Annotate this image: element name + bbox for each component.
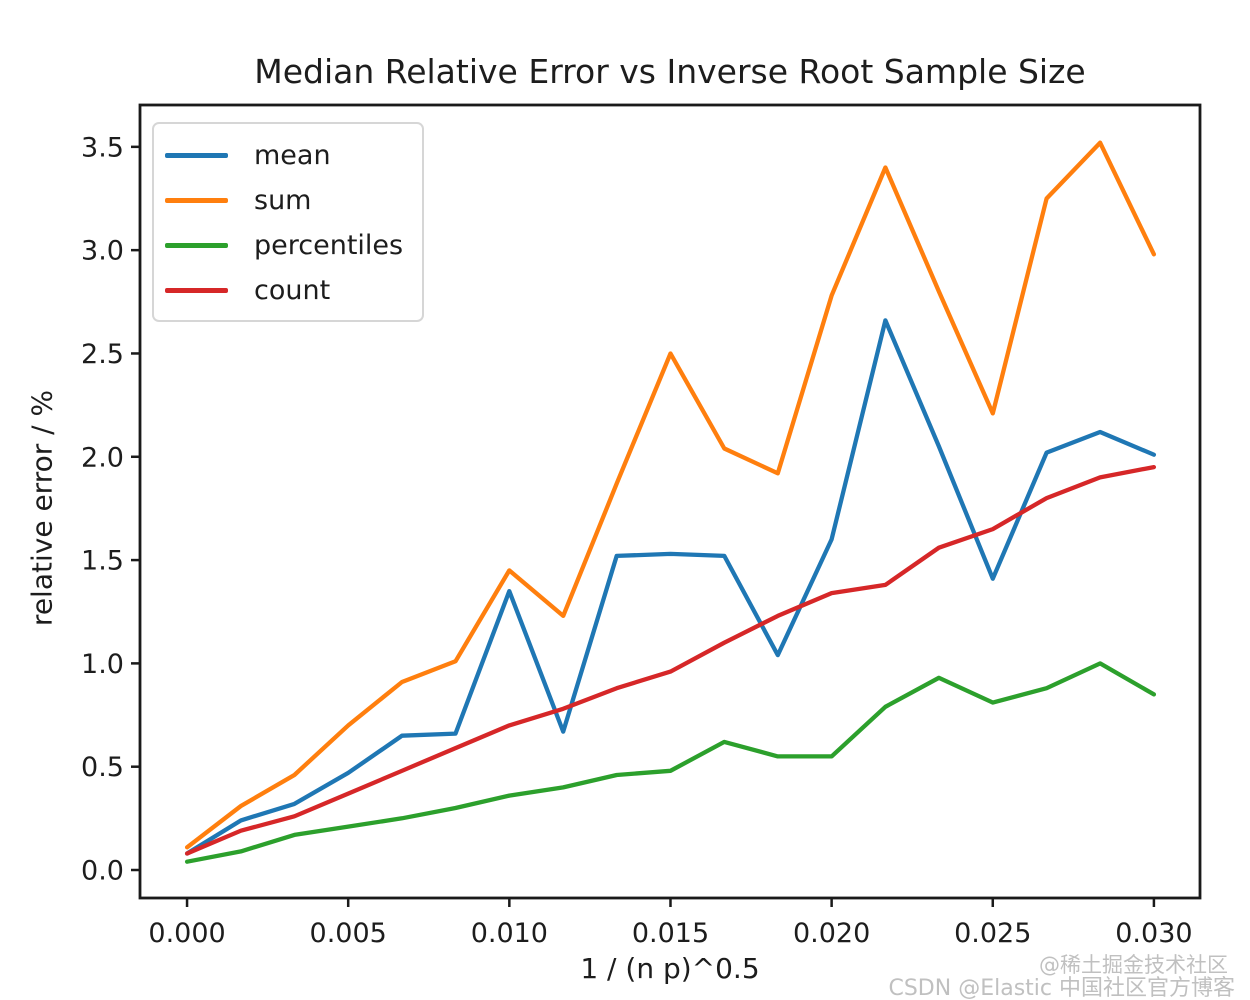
legend-line-sample-sum <box>165 198 228 203</box>
series-line-percentiles <box>184 661 1157 864</box>
y-tick-label: 1.5 <box>81 546 124 577</box>
y-tick-label: 3.5 <box>81 132 124 163</box>
legend-item-percentiles: percentiles <box>165 223 422 268</box>
legend-label-mean: mean <box>254 140 331 171</box>
chart-title: Median Relative Error vs Inverse Root Sa… <box>254 52 1086 91</box>
axes-frame <box>138 103 1202 900</box>
legend-item-count: count <box>165 268 422 313</box>
y-tick-label: 0.0 <box>81 856 124 887</box>
y-tick-label: 3.0 <box>81 236 124 267</box>
x-axis-label: 1 / (n p)^0.5 <box>580 952 760 985</box>
y-tick-label: 2.0 <box>81 442 124 473</box>
legend-line-sample-mean <box>165 153 228 158</box>
x-tick-label: 0.005 <box>310 918 387 949</box>
legend: mean sum percentiles count <box>152 122 424 322</box>
watermark-line-1: @稀土掘金技术社区 <box>1039 953 1228 977</box>
x-tick-label: 0.030 <box>1115 918 1192 949</box>
legend-label-count: count <box>254 275 331 306</box>
watermark-line-2: CSDN @Elastic 中国社区官方博客 <box>888 976 1235 1000</box>
series-line-count <box>184 464 1157 856</box>
legend-item-sum: sum <box>165 178 422 223</box>
legend-line-sample-count <box>165 288 228 293</box>
legend-label-percentiles: percentiles <box>254 230 404 261</box>
y-tick-label: 2.5 <box>81 339 124 370</box>
series-line-mean <box>184 318 1157 856</box>
y-axis-label: relative error / % <box>25 389 59 627</box>
x-tick-label: 0.015 <box>632 918 709 949</box>
legend-item-mean: mean <box>165 133 422 178</box>
legend-line-sample-percentiles <box>165 243 228 248</box>
x-tick-label: 0.020 <box>793 918 870 949</box>
legend-label-sum: sum <box>254 185 312 216</box>
y-tick-label: 0.5 <box>81 752 124 783</box>
x-tick-label: 0.000 <box>148 918 225 949</box>
x-tick-label: 0.010 <box>471 918 548 949</box>
series-line-sum <box>184 140 1157 850</box>
x-tick-label: 0.025 <box>954 918 1031 949</box>
y-tick-label: 1.0 <box>81 649 124 680</box>
